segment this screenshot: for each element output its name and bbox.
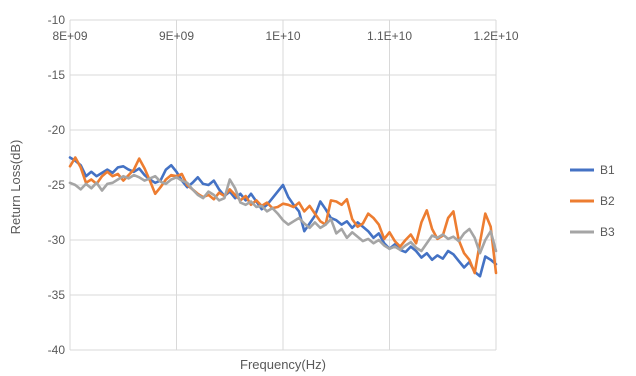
- series-line-b3: [68, 173, 498, 255]
- legend-label-b3: B3: [600, 225, 615, 239]
- x-tick-label: 9E+09: [159, 29, 194, 43]
- y-tick-label: -15: [48, 68, 66, 82]
- x-tick-label: 1E+10: [265, 29, 300, 43]
- y-tick-label: -40: [48, 343, 66, 357]
- legend-label-b2: B2: [600, 194, 615, 208]
- x-tick-label: 8E+09: [52, 29, 87, 43]
- x-tick-label: 1.2E+10: [473, 29, 518, 43]
- y-axis-title: Return Loss(dB): [8, 140, 23, 235]
- y-tick-label: -35: [48, 288, 66, 302]
- tick-labels: -10 -15 -20 -25 -30 -35 -40 8E+09 9E+09 1E+10 1.1E…: [48, 13, 519, 357]
- legend: B1 B2 B3: [570, 163, 615, 239]
- y-tick-label: -20: [48, 123, 66, 137]
- legend-label-b1: B1: [600, 163, 615, 177]
- y-tick-label: -25: [48, 178, 66, 192]
- x-axis-title: Frequency(Hz): [240, 357, 326, 372]
- y-tick-label: -30: [48, 233, 66, 247]
- series-line-b1: [68, 156, 498, 278]
- y-tick-label: -10: [48, 13, 66, 27]
- series-line-b2: [68, 156, 498, 275]
- x-tick-label: 1.1E+10: [367, 29, 412, 43]
- series-layer: [68, 156, 498, 278]
- grid: [69, 19, 497, 351]
